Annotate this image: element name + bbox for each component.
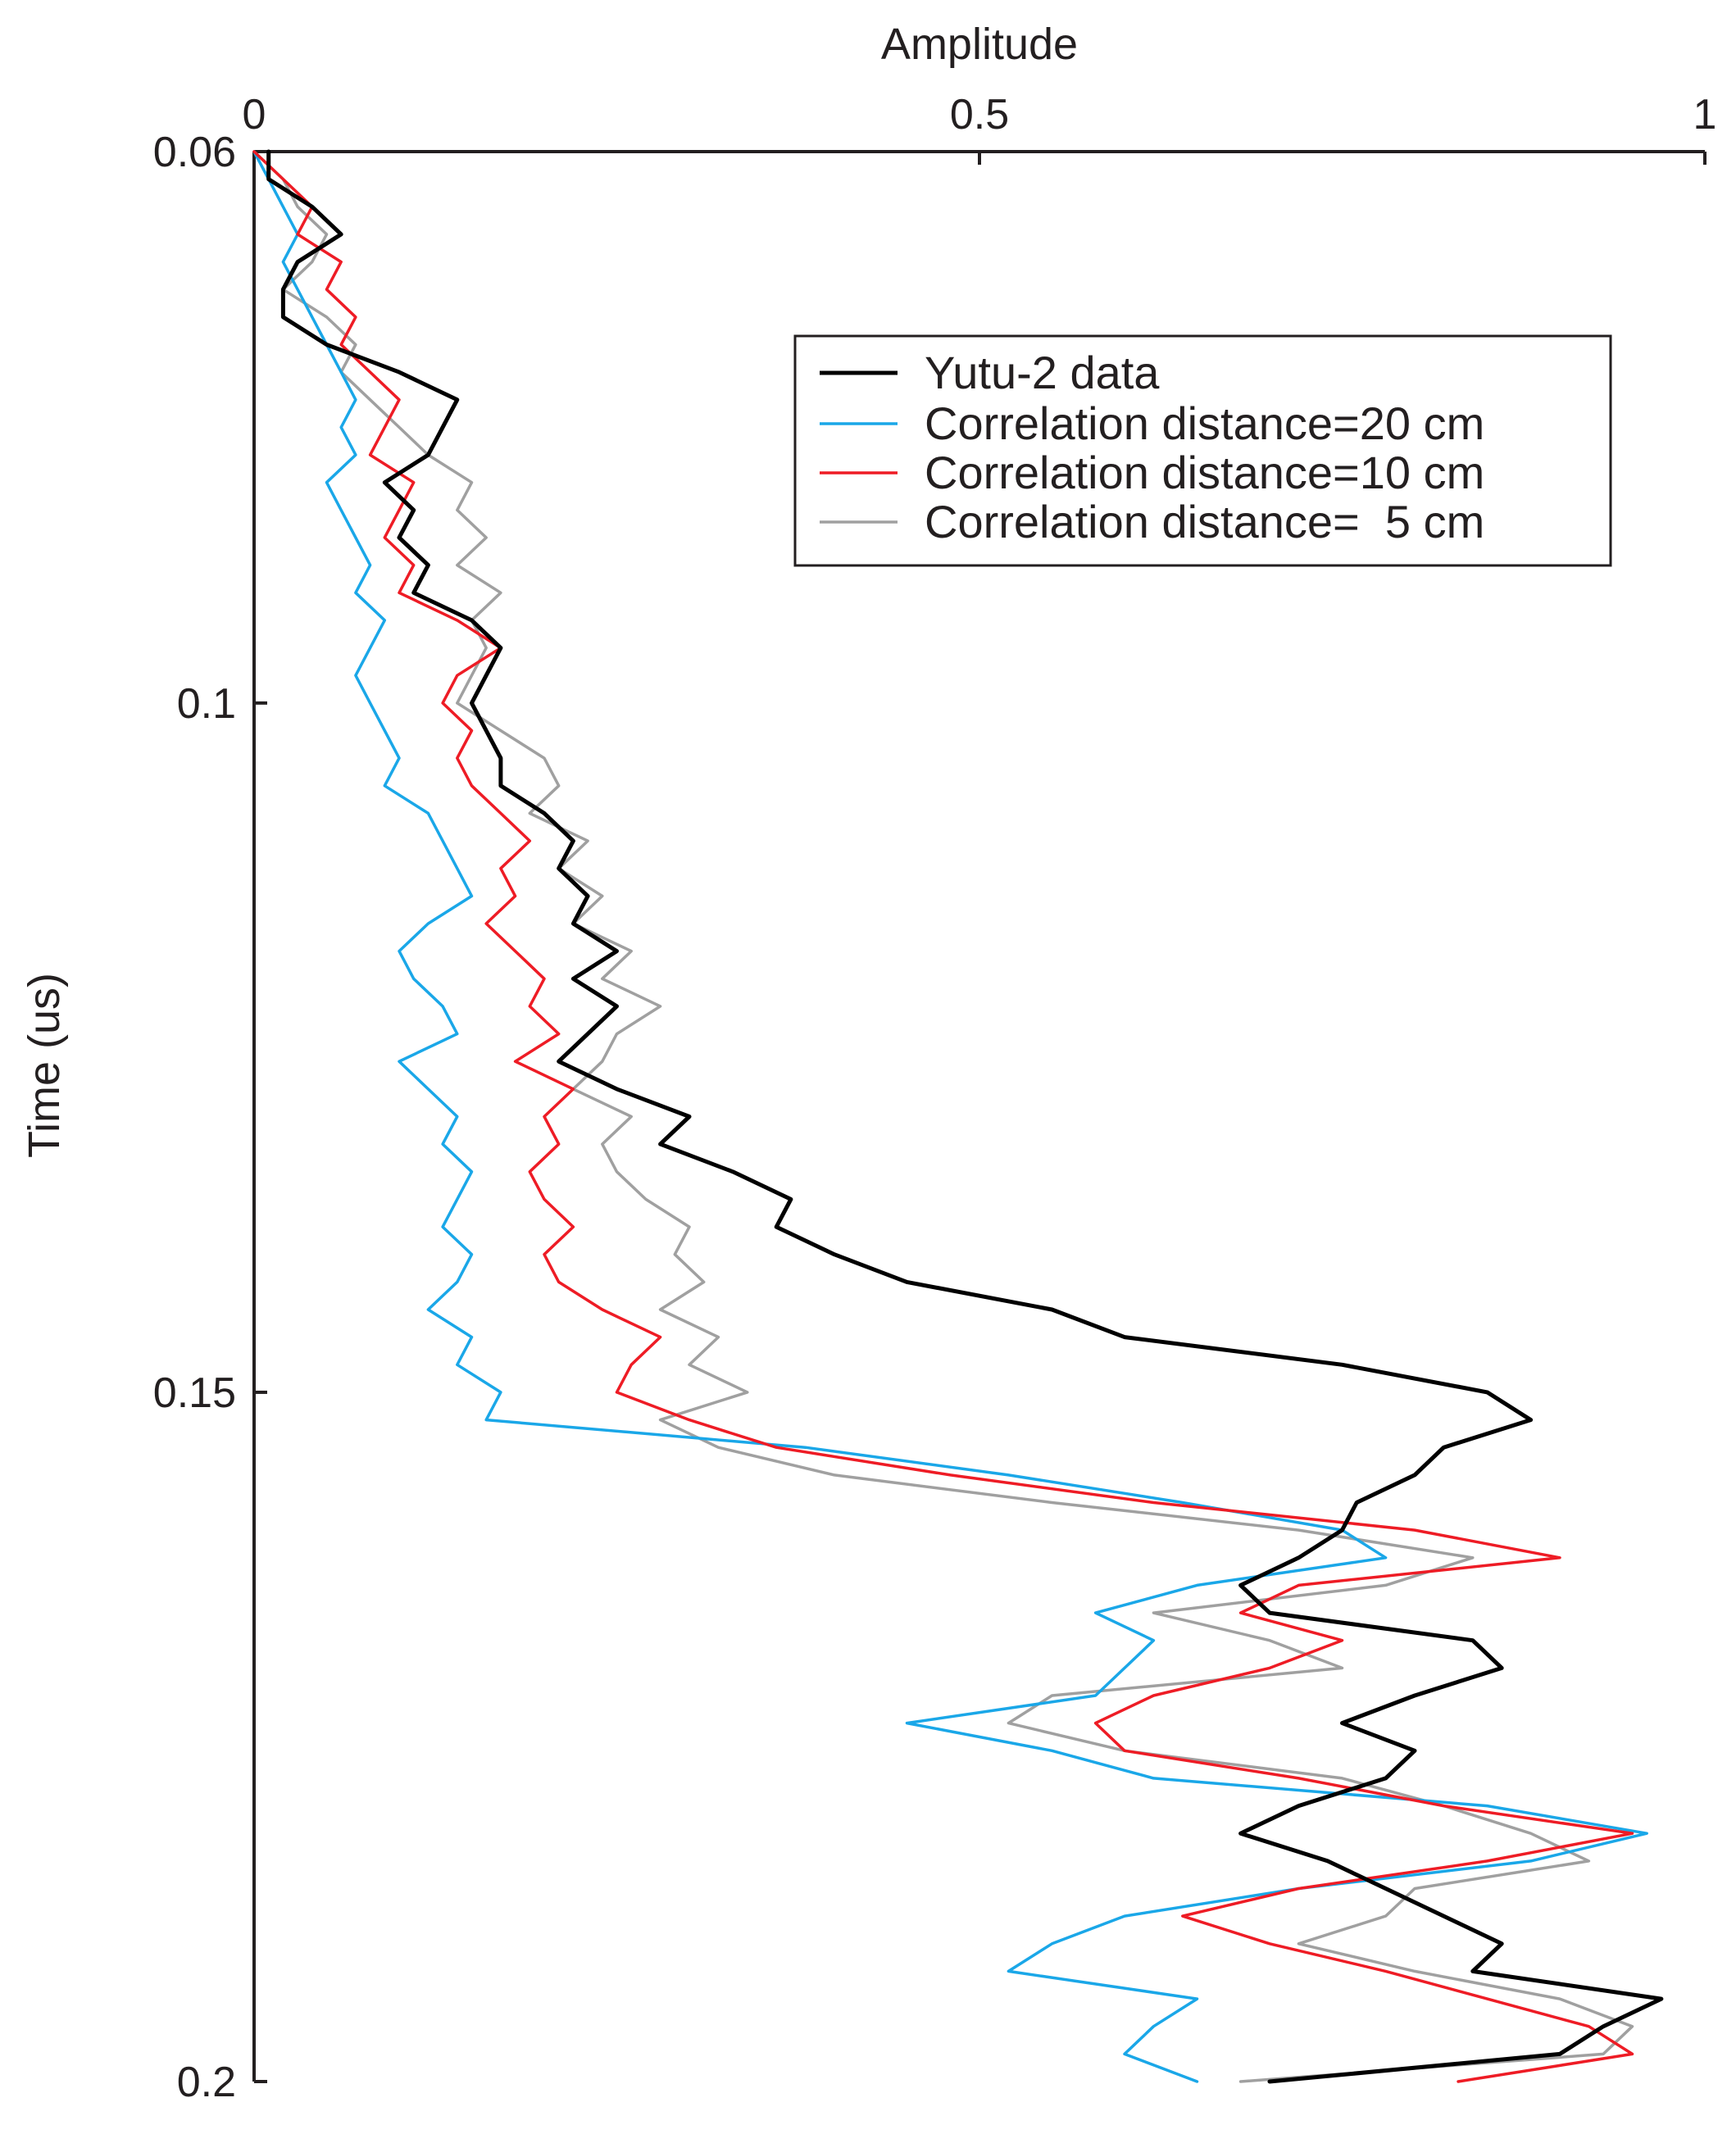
series-correlation-20cm: [252, 150, 1648, 2083]
legend-box: [793, 334, 1612, 567]
y-tick-label: 0.2: [177, 2059, 236, 2106]
series-yutu-2-data: [266, 149, 1664, 2084]
x-axis-title: Amplitude: [881, 20, 1078, 69]
legend-label-5cm: Correlation distance= 5 cm: [925, 496, 1484, 547]
series-correlation-5cm: [252, 150, 1634, 2083]
legend: Yutu-2 data Correlation distance=20 cm C…: [793, 334, 1612, 567]
series-lines: [252, 149, 1664, 2084]
legend-label-yutu: Yutu-2 data: [925, 347, 1160, 398]
y-tick-label: 0.06: [153, 129, 236, 176]
x-axis-ticks: 0 0.5 1: [243, 91, 1717, 165]
y-axis-ticks: 0.06 0.1 0.15 0.2: [153, 129, 267, 2106]
y-tick-label: 0.15: [153, 1369, 236, 1417]
x-tick-label: 1: [1693, 91, 1717, 138]
legend-label-20cm: Correlation distance=20 cm: [925, 397, 1484, 449]
x-tick-label: 0: [243, 91, 266, 138]
y-tick-label: 0.1: [177, 680, 236, 728]
y-axis-title: Time (us): [20, 973, 69, 1158]
x-tick-label: 0.5: [950, 91, 1009, 138]
legend-label-10cm: Correlation distance=10 cm: [925, 447, 1484, 498]
